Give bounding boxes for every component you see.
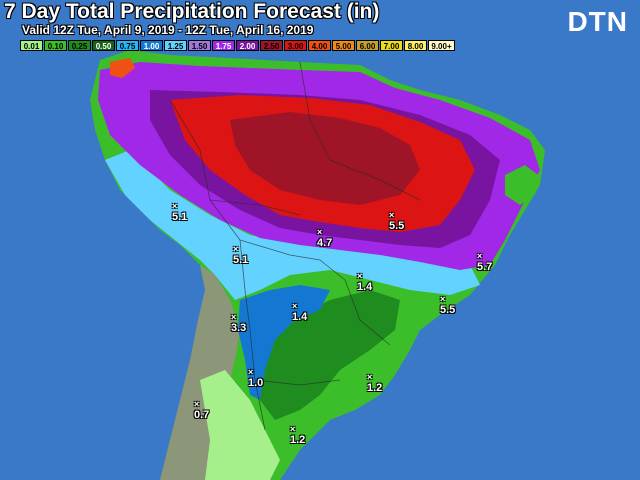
marker-value: × 5.1 [233, 244, 249, 267]
marker-value: × 1.0 [248, 367, 264, 390]
legend-cell: 1.00 [140, 40, 163, 51]
marker-value: × 1.4 [357, 271, 373, 294]
legend-cell: 0.25 [68, 40, 91, 51]
zone-south-light-green [200, 370, 280, 480]
marker-value: × 5.1 [172, 201, 188, 224]
legend-cell: 1.50 [188, 40, 211, 51]
dtn-logo: DTN [567, 6, 628, 37]
legend-cell: 6.00 [356, 40, 379, 51]
legend-cell: 1.75 [212, 40, 235, 51]
legend-cell: 0.75 [116, 40, 139, 51]
zone-light-blue [105, 150, 480, 300]
legend-cell: 9.00+ [428, 40, 455, 51]
legend-cell: 2.50 [260, 40, 283, 51]
legend-cell: 2.00 [236, 40, 259, 51]
precipitation-legend: 0.01 0.10 0.25 0.50 0.75 1.00 1.25 1.50 1.75 2.00… [20, 40, 456, 51]
zone-blue [238, 285, 330, 400]
legend-cell: 8.00 [404, 40, 427, 51]
marker-value: × 3.3 [231, 312, 247, 335]
legend-cell: 0.01 [20, 40, 43, 51]
legend-cell: 7.00 [380, 40, 403, 51]
legend-cell: 1.25 [164, 40, 187, 51]
map-title: 7 Day Total Precipitation Forecast (in) [4, 0, 380, 23]
legend-cell: 0.50 [92, 40, 115, 51]
zone-dark-red [230, 112, 420, 205]
marker-value: × 1.2 [290, 424, 306, 447]
legend-cell: 3.00 [284, 40, 307, 51]
zone-orange [110, 58, 135, 78]
marker-value: × 4.7 [317, 227, 333, 250]
legend-cell: 0.10 [44, 40, 67, 51]
country-borders [169, 61, 421, 431]
legend-cell: 5.00 [332, 40, 355, 51]
marker-value: × 1.4 [292, 301, 308, 324]
zone-ne-green [505, 165, 538, 205]
valid-period: Valid 12Z Tue, April 9, 2019 - 12Z Tue, … [22, 23, 314, 37]
marker-value: × 1.2 [367, 372, 383, 395]
legend-cell: 4.00 [308, 40, 331, 51]
dry-zone-west [160, 265, 240, 480]
marker-value: × 5.5 [440, 294, 456, 317]
marker-value: × 5.5 [389, 210, 405, 233]
marker-value: × 5.7 [477, 251, 493, 274]
marker-value: × 0.7 [194, 399, 210, 422]
